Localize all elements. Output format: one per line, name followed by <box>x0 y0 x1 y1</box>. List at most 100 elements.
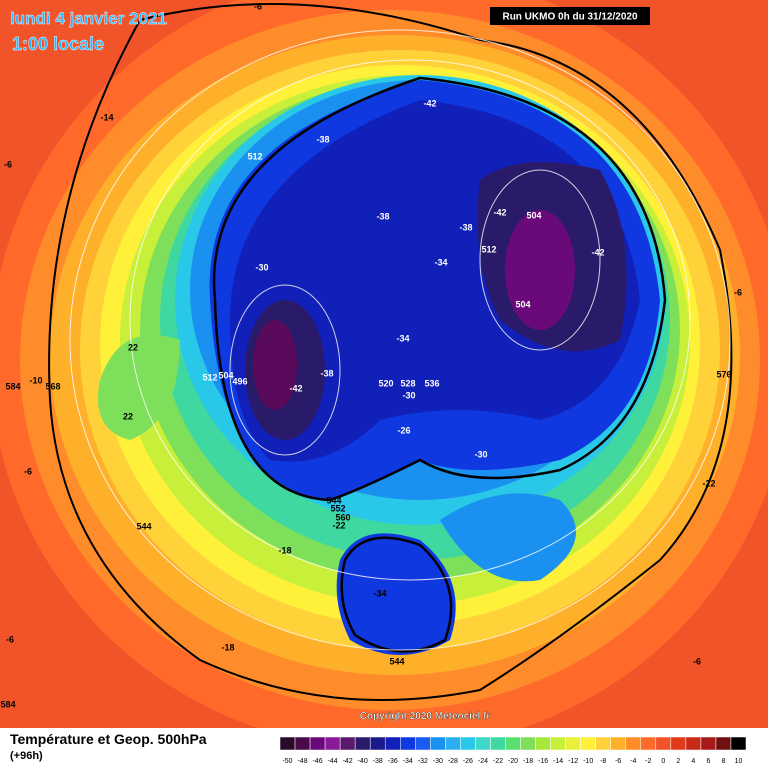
scale-swatch <box>610 736 626 751</box>
map-label: -30 <box>255 262 268 272</box>
scale-label: -4 <box>630 758 636 765</box>
scale-swatch <box>595 736 611 751</box>
scale-label: -12 <box>568 758 578 765</box>
map-label: 504 <box>526 210 541 220</box>
footer-title: Température et Geop. 500hPa <box>10 731 207 747</box>
map-label: -34 <box>434 257 447 267</box>
scale-label: 8 <box>721 758 725 765</box>
map-label: 568 <box>45 381 60 391</box>
map-label: 560 <box>335 512 350 522</box>
map-label: -6 <box>693 656 701 666</box>
map-label: 22 <box>123 411 133 421</box>
geopotential-contours <box>48 3 733 701</box>
scale-swatch <box>475 736 491 751</box>
scale-swatch <box>565 736 581 751</box>
run-info: Run UKMO 0h du 31/12/2020 <box>502 12 637 23</box>
scale-swatch <box>535 736 551 751</box>
date-title: lundi 4 janvier 2021 <box>10 9 167 28</box>
copyright: Copyright 2020 Meteociel.fr <box>360 711 491 722</box>
scale-label: 2 <box>676 758 680 765</box>
scale-swatch <box>490 736 506 751</box>
footer-lead: (+96h) <box>10 750 43 762</box>
scale-label: -6 <box>615 758 621 765</box>
map-label: 544 <box>326 495 341 505</box>
time-title: 1:00 locale <box>12 34 104 54</box>
scale-label: -30 <box>433 758 443 765</box>
scale-label: -42 <box>343 758 353 765</box>
scale-swatch <box>730 736 747 751</box>
scale-label: -36 <box>388 758 398 765</box>
scale-swatch <box>655 736 672 751</box>
scale-swatch <box>415 736 431 751</box>
map-label: -34 <box>396 333 409 343</box>
scale-swatch <box>685 736 702 751</box>
map-label: 544 <box>136 521 151 531</box>
scale-label: -26 <box>463 758 473 765</box>
map-label: 520 <box>378 378 393 388</box>
map-label: -38 <box>459 222 472 232</box>
map-label: -6 <box>734 287 742 297</box>
scale-label: -32 <box>418 758 428 765</box>
map-label: -42 <box>423 98 436 108</box>
map-label: -30 <box>474 449 487 459</box>
scale-label: -28 <box>448 758 458 765</box>
scale-label: -40 <box>358 758 368 765</box>
scale-swatch <box>430 736 446 751</box>
scale-label: -20 <box>508 758 518 765</box>
color-scale: -50 -48 -46 -44 -42 -40 -38 -36 -34 -32 -30 -28 -26-… <box>279 736 747 765</box>
map-label: -42 <box>493 207 506 217</box>
map-label: -22 <box>702 478 715 488</box>
scale-label: 6 <box>706 758 710 765</box>
map-label: 496 <box>232 376 247 386</box>
map-label: -38 <box>320 368 333 378</box>
scale-swatch <box>460 736 476 751</box>
scale-label: -10 <box>583 758 593 765</box>
map-label: 504 <box>515 299 530 309</box>
map-label: -6 <box>6 634 14 644</box>
scale-label: 4 <box>691 758 695 765</box>
map-label: 576 <box>716 369 731 379</box>
isotherms <box>69 29 731 651</box>
scale-swatch <box>505 736 521 751</box>
map-label: -6 <box>24 466 32 476</box>
scale-label: -18 <box>523 758 533 765</box>
scale-label: -8 <box>600 758 606 765</box>
scale-swatch <box>445 736 461 751</box>
map-label: 512 <box>247 151 262 161</box>
scale-label: -46 <box>313 758 323 765</box>
scale-swatch <box>384 736 401 751</box>
scale-swatch <box>670 736 687 751</box>
scale-swatch <box>700 736 717 751</box>
map-label: -38 <box>316 134 329 144</box>
scale-label: 10 <box>735 758 743 765</box>
scale-label: -38 <box>373 758 383 765</box>
map-label: 584 <box>0 699 15 709</box>
temperature-field <box>0 0 768 750</box>
scale-label: -24 <box>478 758 488 765</box>
scale-label: -16 <box>538 758 548 765</box>
map-label: -42 <box>289 383 302 393</box>
map-label: 544 <box>389 656 404 666</box>
map-label: -10 <box>29 375 42 385</box>
scale-swatch <box>354 736 371 751</box>
map-label: -6 <box>254 1 262 11</box>
map-label: -30 <box>402 390 415 400</box>
scale-swatch <box>715 736 732 751</box>
scale-swatch <box>640 736 657 751</box>
scale-swatch <box>520 736 536 751</box>
scale-label: 0 <box>661 758 665 765</box>
run-box <box>490 7 650 25</box>
map-label: -22 <box>332 520 345 530</box>
map-label: 504 <box>218 370 233 380</box>
scale-label: -34 <box>403 758 413 765</box>
map-label: 512 <box>202 372 217 382</box>
map-label: -18 <box>278 545 291 555</box>
map-label: -42 <box>591 247 604 257</box>
scale-swatch <box>324 736 341 751</box>
scale-label: -44 <box>328 758 338 765</box>
scale-label: -48 <box>297 758 307 765</box>
scale-swatch <box>279 736 296 751</box>
scale-swatch <box>580 736 596 751</box>
